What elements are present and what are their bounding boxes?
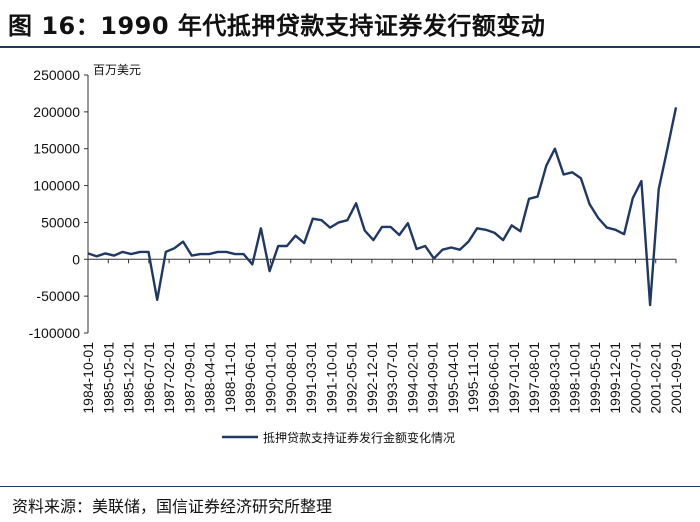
x-tick-label: 1999-12-01 <box>607 342 623 414</box>
header-rule <box>0 46 700 48</box>
x-tick-label: 1994-09-01 <box>425 342 441 414</box>
series-layer <box>87 107 678 307</box>
y-tick-label: 150000 <box>33 141 80 157</box>
x-tick-label: 1985-05-01 <box>100 342 116 414</box>
x-tick-label: 1990-08-01 <box>283 342 299 414</box>
x-tick-label: 1997-01-01 <box>506 342 522 414</box>
legend-label: 抵押贷款支持证券发行金额变化情况 <box>263 430 455 445</box>
x-tick-label: 1994-02-01 <box>404 342 420 414</box>
x-tick-label: 1988-11-01 <box>222 342 238 413</box>
y-tick-label: -50000 <box>36 288 80 304</box>
x-tick-label: 2001-09-01 <box>668 342 684 414</box>
x-tick-label: 1991-03-01 <box>303 342 319 414</box>
y-tick-label: 250000 <box>33 67 80 83</box>
x-tick-label: 1993-07-01 <box>384 342 400 414</box>
x-tick-label: 1988-04-01 <box>202 342 218 414</box>
line-chart: -100000 -50000 0 50000 100000 150000 200000 250… <box>29 63 684 445</box>
figure-title: 图 16：1990 年代抵押贷款支持证券发行额变动 <box>8 12 546 40</box>
x-tick-label: 1992-12-01 <box>364 342 380 414</box>
x-tick-label: 1989-06-01 <box>242 342 258 414</box>
y-axis-unit-label: 百万美元 <box>93 63 141 77</box>
y-tick-label: 50000 <box>41 214 80 230</box>
y-axis-ticks: -100000 -50000 0 50000 100000 150000 200000 250… <box>29 67 88 341</box>
x-tick-label: 2001-02-01 <box>648 342 664 414</box>
x-tick-label: 1998-10-01 <box>567 342 583 414</box>
x-tick-label: 1986-07-01 <box>141 342 157 414</box>
figure-header: 图 16：1990 年代抵押贷款支持证券发行额变动 <box>0 0 700 50</box>
y-tick-label: 0 <box>72 251 80 267</box>
x-tick-label: 1998-03-01 <box>546 342 562 414</box>
x-tick-label: 1995-11-01 <box>465 342 481 413</box>
legend: 抵押贷款支持证券发行金额变化情况 <box>222 430 455 445</box>
x-tick-label: 1996-06-01 <box>486 342 502 414</box>
y-tick-label: -100000 <box>29 325 81 341</box>
axes <box>87 75 676 333</box>
x-tick-label: 2000-07-01 <box>627 342 643 414</box>
y-tick-label: 100000 <box>33 178 80 194</box>
source-note: 资料来源：美联储，国信证券经济研究所整理 <box>12 497 333 516</box>
x-tick-label: 1990-01-01 <box>262 342 278 414</box>
x-tick-label: 1987-09-01 <box>181 342 197 414</box>
x-tick-label: 1985-12-01 <box>121 342 137 414</box>
x-tick-label: 1995-04-01 <box>445 342 461 414</box>
x-axis-ticks: 1984-10-01 1985-05-01 1985-12-01 1986-07-01… <box>80 259 684 414</box>
x-tick-label: 1997-08-01 <box>526 342 542 414</box>
series-line <box>87 107 678 307</box>
x-tick-label: 1987-02-01 <box>161 342 177 414</box>
x-tick-label: 1999-05-01 <box>587 342 603 414</box>
x-tick-label: 1992-05-01 <box>344 342 360 414</box>
x-tick-label: 1984-10-01 <box>80 342 96 414</box>
x-tick-label: 1991-10-01 <box>323 342 339 414</box>
y-tick-label: 200000 <box>33 104 80 120</box>
footer-rule <box>0 486 700 487</box>
